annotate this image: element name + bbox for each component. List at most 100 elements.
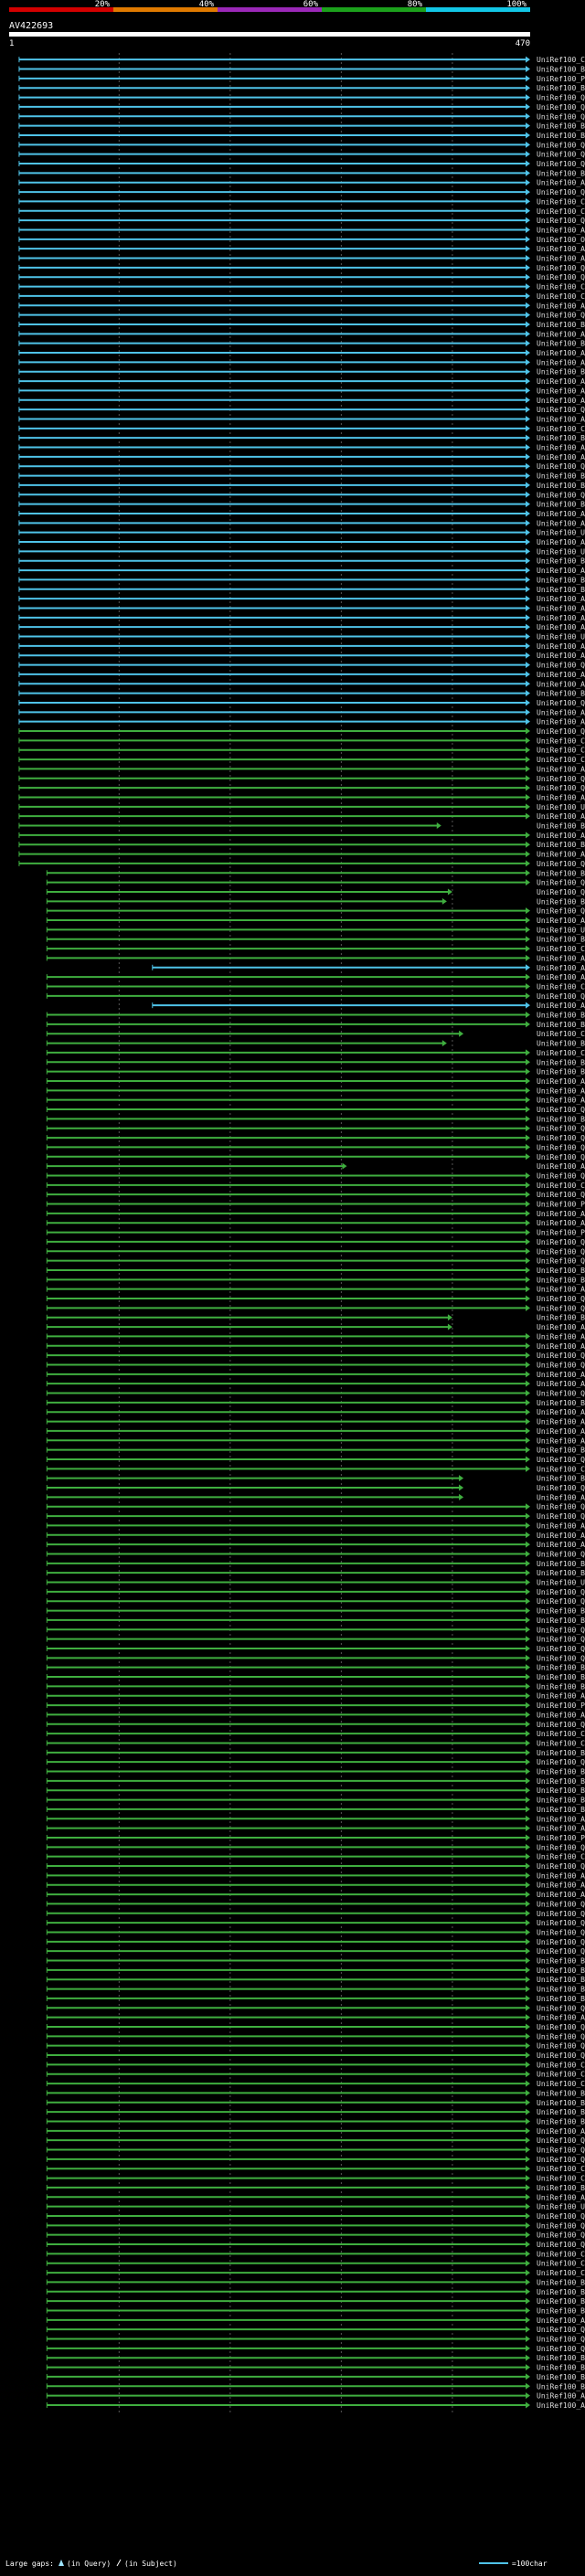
hit-row: UniRef100_A5C2G1 [46, 1332, 585, 1341]
hit-arrow [526, 2401, 530, 2409]
hit-row: UniRef100_C6T8Q2 [18, 292, 585, 301]
hit-arrow [526, 690, 530, 697]
hit-label: UniRef100_Q5ILY0 [537, 860, 585, 868]
hit-label: UniRef100_C0LF64 [537, 2175, 585, 2183]
hit-label: UniRef100_Q2J517 [537, 2032, 585, 2041]
hit-row: UniRef100_B1GV16 [46, 1682, 585, 1691]
legend-gap-label: Large gaps: [5, 2560, 54, 2568]
hit-row: UniRef100_A7QN71 [18, 538, 585, 546]
hit-arrow [526, 1664, 530, 1671]
hit-arrow [526, 2297, 530, 2305]
hit-arrow [526, 1966, 530, 1974]
legend-query-gap: (in Query) [67, 2560, 111, 2568]
hit-label: UniRef100_B9RVK7 [537, 482, 585, 490]
hit-row: UniRef100_Q65487 [46, 1171, 585, 1180]
hit-label: UniRef100_B6TBC4 [537, 1617, 585, 1625]
hit-label: UniRef100_Q9SZT7 [537, 888, 585, 896]
hit-label: UniRef100_A4F1T7 [537, 1692, 585, 1701]
hit-label: UniRef100_B8LR75 [537, 841, 585, 849]
hit-row: UniRef100_C3VI12 [18, 756, 585, 764]
hit-label: UniRef100_A7QK56 [537, 1427, 585, 1436]
hit-row: UniRef100_A6NKS7 [18, 604, 585, 612]
hit-row: UniRef100_P93700 [18, 75, 585, 83]
hit-row: UniRef100_Q5QM39 [18, 406, 585, 414]
hit-arrow [526, 1749, 530, 1756]
hit-arrow [526, 1569, 530, 1576]
hit-arrow [526, 444, 530, 451]
hit-label: UniRef100_C5X4M5 [537, 2260, 585, 2268]
hit-row: UniRef100_Q84Q29 [46, 2221, 585, 2230]
hit-row: UniRef100_Q04878 [46, 2042, 585, 2051]
hit-arrow [526, 1267, 530, 1274]
hit-arrow [526, 2156, 530, 2163]
hit-arrow [526, 2364, 530, 2371]
hit-label: UniRef100_A9YE94 [537, 2392, 585, 2401]
hit-row: UniRef100_UP1000... [18, 633, 585, 641]
hit-label: UniRef100_C5YSQ3 [537, 2061, 585, 2069]
hit-arrow [526, 122, 530, 130]
hit-label: UniRef100_C6T8Q2 [537, 292, 585, 301]
hit-arrow [526, 586, 530, 593]
hit-arrow [526, 302, 530, 309]
hit-row: UniRef100_B9RVK7 [18, 482, 585, 490]
hit-label: UniRef100_C5YLL4 [537, 1465, 585, 1473]
hit-label: UniRef100_Q2YHL0 [537, 188, 585, 196]
hit-row: UniRef100_C5YLL4 [46, 1465, 585, 1473]
hit-row: UniRef100_B9HHD5 [46, 2297, 585, 2306]
hit-rows: UniRef100_C6THW7UniRef100_B7FLC2UniRef10… [18, 56, 585, 2410]
hit-arrow [526, 1361, 530, 1368]
hit-arrow [526, 1058, 530, 1065]
hit-arrow [526, 2014, 530, 2021]
hit-arrow [526, 1995, 530, 2002]
hit-arrow [526, 1871, 530, 1879]
hit-arrow [526, 2306, 530, 2314]
hit-row: UniRef100_A5B9U2 [46, 1162, 585, 1171]
hit-row: UniRef100_B9VWI0 [46, 1399, 585, 1407]
hit-label: UniRef100_Q9L9G4 [537, 151, 585, 159]
hit-arrow [526, 1125, 530, 1132]
hit-arrow [459, 1484, 464, 1491]
hit-row: UniRef100_B9G155 [46, 1447, 585, 1455]
hit-row: UniRef100_Q9SZT7 [46, 888, 585, 896]
hit-label: UniRef100_A4F1R1 [537, 1532, 585, 1540]
hit-arrow [526, 1692, 530, 1700]
hit-row: UniRef100_A7Q2J9 [18, 358, 585, 366]
hit-label: UniRef100_C5YIN0 [537, 982, 585, 991]
hit-label: UniRef100_C5YBL3 [537, 1030, 585, 1038]
hit-arrow [526, 954, 530, 961]
hit-row: UniRef100_B9RNS6 [18, 822, 585, 831]
hit-row: UniRef100_A6BLN4 [46, 2193, 585, 2201]
hit-arrow [526, 1247, 530, 1255]
hit-label: UniRef100_O4P525 [537, 236, 585, 244]
hit-arrow [526, 2165, 530, 2172]
hit-arrow [526, 482, 530, 489]
hit-arrow [526, 2127, 530, 2135]
hit-row: UniRef100_A7R703 [152, 1002, 585, 1010]
hit-row: UniRef100_B9GEZ1 [18, 122, 585, 131]
hit-label: UniRef100_Q9XBD9 [537, 1645, 585, 1653]
hit-arrow [526, 1825, 530, 1832]
hit-label: UniRef100_A7QLL0 [537, 765, 585, 773]
hit-arrow [526, 1304, 530, 1311]
hit-label: UniRef100_B9RYW0 [537, 368, 585, 376]
hit-row: UniRef100_A9YE94 [46, 2392, 585, 2401]
hit-row: UniRef100_B6E2B5 [46, 1664, 585, 1672]
hit-row: UniRef100_Q8W225 [46, 1550, 585, 1558]
hit-label: UniRef100_A5C5L9 [537, 793, 585, 801]
hit-arrow [526, 1701, 530, 1709]
hit-arrow [526, 2080, 530, 2087]
hit-arrow [526, 397, 530, 404]
hit-arrow [526, 425, 530, 432]
hit-row: UniRef100_A7Q242 [18, 642, 585, 651]
hit-row: UniRef100_C4PQE0 [46, 1049, 585, 1057]
hit-arrow [526, 2071, 530, 2078]
hit-arrow [526, 236, 530, 243]
hit-arrow [526, 1636, 530, 1643]
hit-arrow [526, 1834, 530, 1841]
hit-arrow [526, 226, 530, 233]
hit-label: UniRef100_A1YR57 [537, 1521, 585, 1530]
hit-label: UniRef100_Q6Q152 [537, 103, 585, 111]
hit-row: UniRef100_B3TLU8 [18, 321, 585, 329]
hit-row: UniRef100_Q8S3K9 [46, 1295, 585, 1303]
hit-label: UniRef100_B9RNS6 [537, 822, 585, 831]
